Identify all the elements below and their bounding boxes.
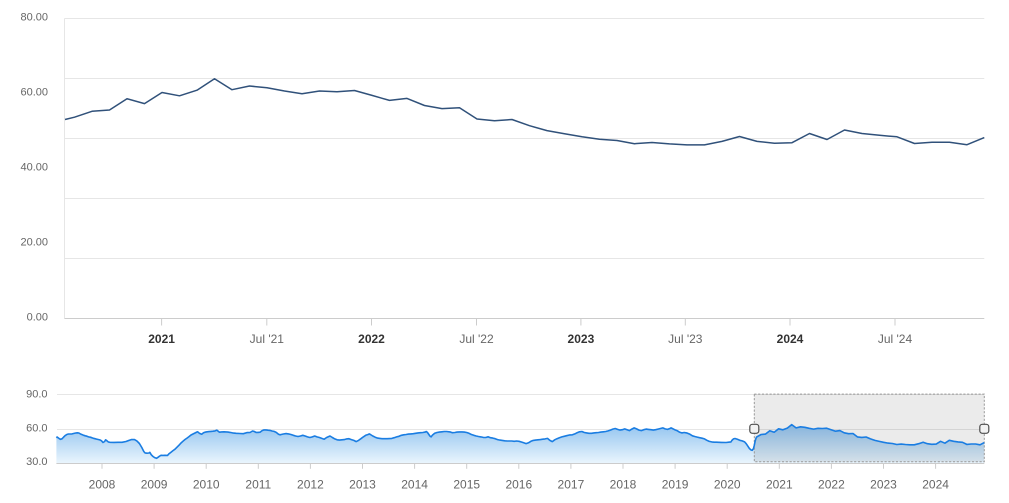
svg-text:2013: 2013 [349, 477, 376, 491]
svg-text:2017: 2017 [558, 477, 585, 491]
svg-text:2021: 2021 [148, 332, 175, 346]
svg-text:2018: 2018 [610, 477, 637, 491]
svg-text:Jul '21: Jul '21 [250, 332, 285, 346]
svg-text:60.0: 60.0 [26, 422, 47, 434]
svg-text:2022: 2022 [358, 332, 385, 346]
svg-text:80.00: 80.00 [20, 11, 48, 23]
svg-text:2014: 2014 [401, 477, 428, 491]
svg-text:2016: 2016 [505, 477, 532, 491]
svg-text:2021: 2021 [766, 477, 793, 491]
svg-text:2008: 2008 [89, 477, 116, 491]
svg-text:2010: 2010 [193, 477, 220, 491]
svg-text:60.00: 60.00 [20, 86, 48, 98]
svg-text:2011: 2011 [245, 477, 271, 491]
svg-text:2023: 2023 [568, 332, 595, 346]
svg-text:Jul '23: Jul '23 [668, 332, 703, 346]
svg-text:2022: 2022 [818, 477, 845, 491]
svg-text:90.0: 90.0 [26, 388, 47, 400]
svg-text:2019: 2019 [662, 477, 689, 491]
svg-text:2024: 2024 [922, 477, 949, 491]
svg-text:Jul '22: Jul '22 [459, 332, 494, 346]
svg-text:2015: 2015 [453, 477, 480, 491]
svg-text:2024: 2024 [777, 332, 804, 346]
svg-text:40.00: 40.00 [20, 161, 48, 173]
svg-text:2020: 2020 [714, 477, 741, 491]
svg-text:2009: 2009 [141, 477, 168, 491]
svg-text:30.0: 30.0 [26, 456, 47, 468]
svg-text:2012: 2012 [297, 477, 324, 491]
svg-text:Jul '24: Jul '24 [878, 332, 913, 346]
svg-text:20.00: 20.00 [20, 236, 48, 248]
svg-text:2023: 2023 [870, 477, 897, 491]
svg-text:0.00: 0.00 [27, 311, 48, 323]
